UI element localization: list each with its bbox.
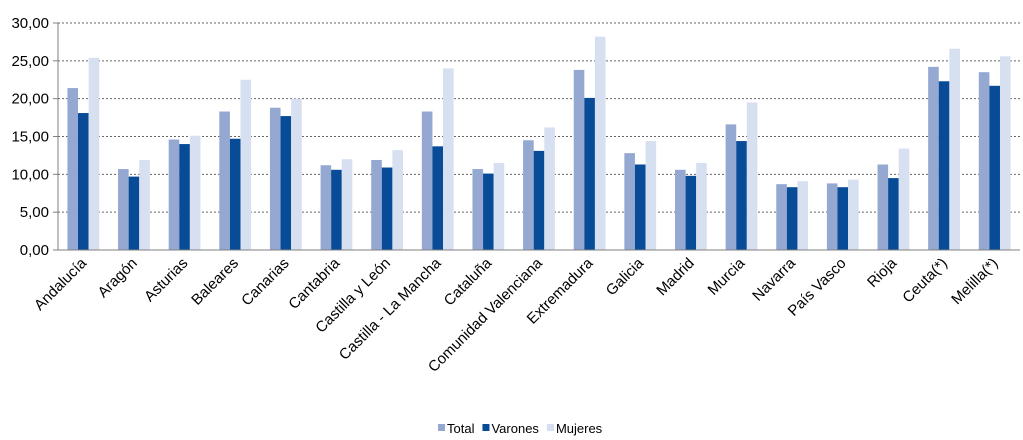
bar-varones: [938, 81, 950, 250]
bar-mujeres: [999, 56, 1011, 250]
bar-total: [624, 153, 635, 250]
bar-mujeres: [949, 48, 960, 250]
y-tick-label: 20,00: [11, 91, 49, 108]
bar-varones: [229, 138, 241, 250]
bar-total: [168, 139, 180, 250]
bar-mujeres: [898, 148, 910, 250]
y-tick-label: 15,00: [11, 129, 49, 146]
x-tick-label: Baleares: [188, 255, 242, 309]
bar-mujeres: [746, 102, 758, 250]
bar-mujeres: [848, 179, 859, 250]
bar-total: [725, 124, 737, 250]
bar-total: [320, 165, 332, 250]
legend-label-mujeres: Mujeres: [556, 421, 603, 436]
axes: [53, 22, 1020, 251]
bar-total: [269, 107, 281, 250]
x-tick-label: Aragón: [95, 255, 141, 301]
x-tick-label: Asturias: [141, 255, 191, 305]
bar-mujeres: [443, 68, 454, 251]
bar-total: [67, 88, 79, 250]
bar-total: [118, 169, 129, 250]
x-tick-label: Rioja: [864, 254, 901, 291]
y-tick-label: 30,00: [11, 15, 49, 32]
y-axis-ticks: 0,00 5,00 10,00 15,00 20,00 25,00 30,00: [11, 15, 49, 259]
bar-total: [523, 140, 534, 250]
bar-mujeres: [189, 135, 201, 250]
x-tick-label: Madrid: [653, 255, 697, 299]
x-tick-label: Murcia: [705, 254, 749, 298]
bar-varones: [837, 187, 849, 250]
legend: Total Varones Mujeres: [438, 421, 603, 436]
bar-varones: [533, 150, 545, 250]
bar-total: [674, 169, 686, 250]
bar-mujeres: [797, 181, 809, 250]
x-tick-label: Melilla(*): [948, 255, 1001, 308]
bar-total: [472, 169, 484, 250]
bar-total: [371, 159, 382, 250]
x-axis-ticks: Andalucía Aragón AsturiasBalearesCanariasC…: [31, 254, 1002, 375]
bar-varones: [989, 85, 1000, 250]
bar-varones: [381, 167, 393, 250]
bar-total: [219, 111, 230, 250]
bar-varones: [888, 178, 899, 250]
bar-mujeres: [240, 79, 252, 250]
bar-total: [573, 69, 585, 250]
bar-mujeres: [544, 127, 555, 250]
legend-swatch-mujeres: [546, 424, 554, 431]
bar-total: [928, 66, 939, 251]
y-tick-label: 0,00: [20, 242, 49, 259]
bar-varones: [128, 176, 140, 250]
bar-varones: [584, 97, 595, 250]
bar-varones: [331, 169, 342, 250]
bar-mujeres: [645, 141, 657, 250]
legend-swatch-total: [438, 424, 445, 431]
y-tick-label: 10,00: [11, 166, 49, 183]
bar-mujeres: [594, 36, 606, 251]
bar-mujeres: [139, 159, 150, 250]
bar-mujeres: [88, 57, 100, 250]
bar-total: [826, 183, 838, 250]
bar-mujeres: [291, 98, 302, 251]
gridlines: [58, 22, 1020, 213]
x-tick-label: Ceuta(*): [899, 255, 951, 307]
legend-label-varones: Varones: [491, 421, 539, 436]
bars: [67, 36, 1011, 251]
bar-varones: [786, 187, 798, 250]
bar-varones: [483, 173, 494, 250]
bar-mujeres: [696, 162, 707, 250]
bar-varones: [78, 113, 89, 250]
legend-label-total: Total: [447, 421, 475, 436]
bar-total: [776, 184, 787, 250]
y-tick-label: 25,00: [11, 53, 49, 70]
bar-varones: [685, 175, 697, 250]
bar-varones: [736, 141, 747, 250]
x-tick-label: Castilla - La Mancha: [336, 254, 445, 363]
bar-total: [421, 111, 433, 250]
bar-mujeres: [341, 159, 353, 250]
bar-total: [978, 72, 990, 250]
bar-varones: [280, 116, 292, 250]
bar-varones: [432, 146, 444, 250]
y-tick-label: 5,00: [20, 204, 49, 221]
x-tick-label: Navarra: [749, 254, 799, 304]
bar-varones: [179, 144, 190, 250]
x-tick-label: Galicia: [603, 254, 648, 299]
bar-mujeres: [493, 162, 505, 250]
bar-total: [877, 164, 889, 250]
x-tick-label: Andalucía: [31, 254, 91, 314]
legend-swatch-varones: [482, 424, 490, 431]
bar-varones: [634, 164, 646, 250]
bar-mujeres: [392, 150, 404, 250]
